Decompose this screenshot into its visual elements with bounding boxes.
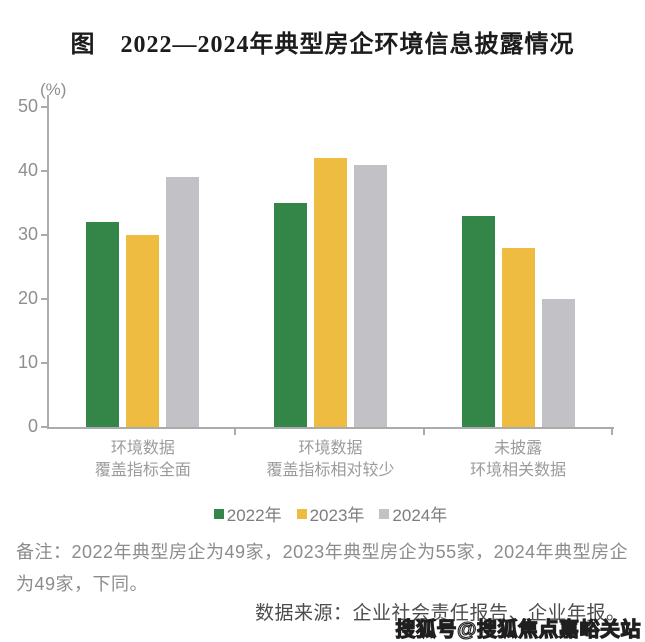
bar-2022年 xyxy=(461,215,495,427)
bar-2022年 xyxy=(86,222,120,427)
legend-swatch-icon xyxy=(213,508,224,519)
y-tick-label: 40 xyxy=(17,160,38,180)
bar-2024年 xyxy=(354,164,387,427)
category-label: 环境数据 覆盖指标全面 xyxy=(94,440,191,479)
category-labels: 环境数据 覆盖指标全面 环境数据 覆盖指标相对较少 未披露 环境相关数据 xyxy=(49,438,612,482)
y-tick-label: 50 xyxy=(17,96,38,116)
y-tick-mark xyxy=(41,426,48,428)
footnote-text: 备注：2022年典型房企为49家，2023年典型房企为55家，2024年典型房企… xyxy=(16,542,629,594)
y-tick-label: 10 xyxy=(17,352,38,372)
legend-swatch-icon xyxy=(296,508,307,519)
bar-group xyxy=(424,107,612,427)
data-source-text: 数据来源：企业社会责任报告、企业年报。 xyxy=(255,603,626,624)
y-tick-mark xyxy=(41,234,48,236)
bar-2023年 xyxy=(126,235,160,427)
category-label: 环境数据 覆盖指标相对较少 xyxy=(266,440,395,479)
bar-2023年 xyxy=(314,158,347,427)
watermark-text: 搜狐号@搜狐焦点嘉峪关站 xyxy=(395,618,641,641)
y-tick-mark xyxy=(41,106,48,108)
x-axis-line xyxy=(47,427,614,429)
x-tick-mark xyxy=(611,429,613,435)
legend-label: 2022年 xyxy=(226,506,282,525)
x-tick-mark xyxy=(422,429,425,435)
legend-swatch-icon xyxy=(379,508,390,519)
legend-item: 2022年 xyxy=(213,501,282,526)
y-tick-mark xyxy=(41,298,48,300)
bar-group xyxy=(237,107,425,427)
bar-group xyxy=(49,107,237,427)
x-tick-mark xyxy=(234,429,237,435)
bar-2022年 xyxy=(274,203,307,427)
category-label: 未披露 环境相关数据 xyxy=(470,440,567,479)
plot-area xyxy=(49,107,612,427)
bar-2024年 xyxy=(541,299,575,427)
legend-label: 2023年 xyxy=(309,506,365,525)
y-tick-mark xyxy=(41,362,48,364)
y-axis-line xyxy=(47,95,49,429)
chart-legend: 2022年 2023年 2024年 xyxy=(47,501,614,526)
legend-item: 2023年 xyxy=(296,501,365,526)
legend-label: 2024年 xyxy=(392,506,448,525)
y-axis-unit-label: (%) xyxy=(40,80,67,99)
y-tick-label: 30 xyxy=(17,224,38,244)
chart-title: 图 2022—2024年典型房企环境信息披露情况 xyxy=(70,32,575,58)
y-tick-label: 20 xyxy=(17,288,38,308)
y-tick-label: 0 xyxy=(27,416,38,436)
legend-item: 2024年 xyxy=(379,501,447,526)
bar-2023年 xyxy=(501,247,535,427)
y-tick-mark xyxy=(41,170,48,172)
bar-2024年 xyxy=(166,177,200,427)
